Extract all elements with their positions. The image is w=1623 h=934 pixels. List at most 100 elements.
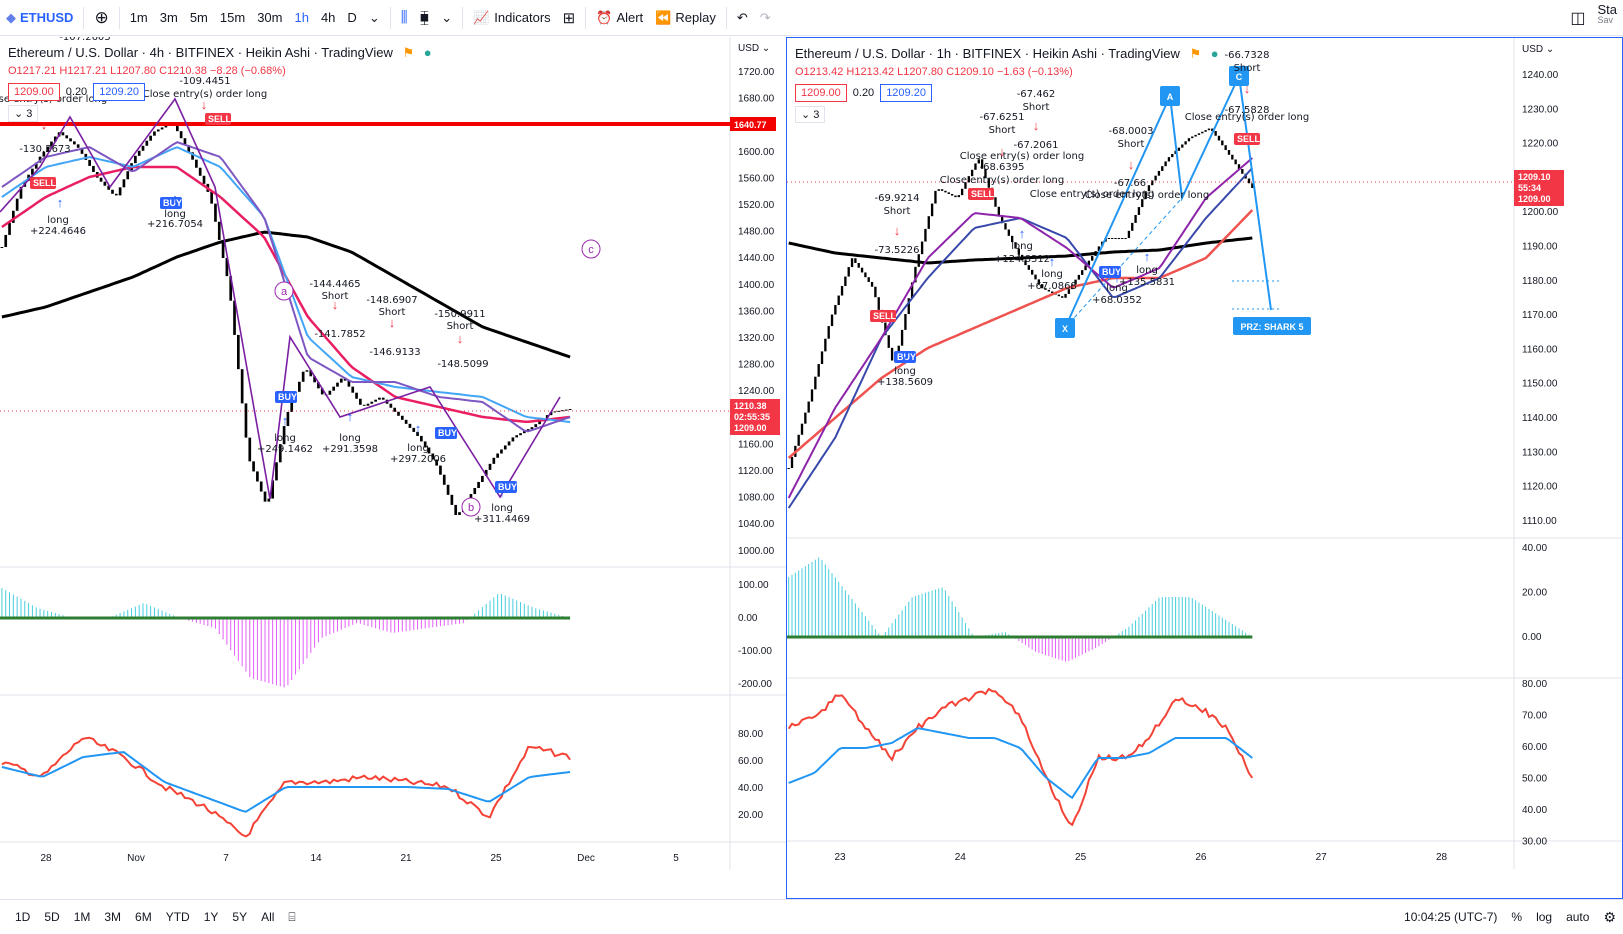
right-indicators-toggle[interactable]: ⌄ 3 [795,106,826,123]
candle-body [1221,140,1224,146]
clock-text[interactable]: 10:04:25 (UTC-7) [1404,910,1498,924]
candle-body [1121,238,1124,239]
interval-30m[interactable]: 30m [257,10,283,25]
flag-icon: ⚑ [1189,46,1202,61]
interval-dropdown-icon[interactable]: ⌄ [368,9,380,25]
candle-body [1161,166,1164,171]
signal-tag [1099,266,1121,278]
right-close: C1209.10 [946,66,994,78]
wave-label: b [468,502,474,514]
candle-body [1084,265,1087,271]
candle-body [564,409,568,411]
close-entry-label: Close entry(s) order long [1185,112,1309,123]
symbol-search[interactable]: ◆ ETHUSD [0,4,79,32]
buy-arrow-icon: ↑ [347,409,354,424]
signal-tag-label: BUY [278,392,297,402]
range-1y[interactable]: 1Y [203,910,219,924]
price-tick-label: 1120.00 [1522,482,1558,493]
redo-icon[interactable]: ↷ [759,9,771,25]
sell-arrow-icon: ↓ [1128,157,1135,172]
auto-toggle[interactable]: auto [1566,910,1590,924]
range-ytd[interactable]: YTD [165,910,190,924]
right-sell-button[interactable]: 1209.00 [795,84,847,102]
interval-15m[interactable]: 15m [219,10,246,25]
interval-3m[interactable]: 3m [159,10,178,25]
candle-body [1081,270,1084,275]
percent-toggle[interactable]: % [1511,910,1523,924]
time-tick-label: 25 [490,853,502,864]
range-1d[interactable]: 1D [15,910,31,924]
candle-body [164,125,168,128]
signal-tag-label: BUY [438,428,457,438]
left-buy-button[interactable]: 1209.20 [93,83,145,101]
range-5y[interactable]: 5Y [232,910,248,924]
log-toggle[interactable]: log [1536,910,1553,924]
right-open: O1213.42 [795,66,844,78]
candle-body [1201,131,1204,134]
interval-5m[interactable]: 5m [189,10,208,25]
range-3m[interactable]: 3M [104,910,122,924]
osc-tick-label: -200.00 [738,679,772,690]
sell-arrow-icon: ↓ [41,117,48,132]
left-open: O1217.21 [8,65,57,77]
interval-4h[interactable]: 4h [320,10,336,25]
candle-body [557,410,560,412]
trade-annotation: -68.6395 [980,162,1025,173]
candle-body [355,392,358,399]
candle-body [1251,183,1254,188]
interval-d[interactable]: D [347,10,357,25]
replay-button[interactable]: ⏪ Replay [649,4,722,32]
rsi-tick-label: 60.00 [1522,742,1547,753]
trade-annotation: -67.66 [1114,178,1146,189]
candle-body [1064,293,1067,298]
right-chart-pane[interactable]: Ethereum / U.S. Dollar · 1h · BITFINEX ·… [786,37,1623,899]
settings-gear-icon[interactable]: ⚙ [1603,908,1616,925]
compare-plus-icon[interactable]: ⊕ [94,7,109,27]
candle-body [210,191,213,204]
candle-body [790,456,794,468]
candle-body [884,322,887,336]
left-sell-button[interactable]: 1209.00 [8,83,60,101]
interval-1m[interactable]: 1m [129,10,148,25]
trade-annotation: -67.462 [1017,89,1056,100]
candle-body [404,419,408,424]
candle-body [408,423,412,428]
interval-1h[interactable]: 1h [294,10,309,25]
left-indicators-toggle[interactable]: ⌄ 3 [8,105,39,122]
candle-body [282,426,286,445]
date-range-icon[interactable]: ⌸ [288,909,296,924]
candle-body [1111,238,1114,239]
layout-grid-icon[interactable]: ⊞ [562,9,576,27]
undo-icon[interactable]: ↶ [736,9,748,25]
price-tick-label: 1560.00 [738,173,775,184]
candle-body [553,411,557,413]
indicators-button[interactable]: 📈 Indicators [467,4,557,32]
candle-body [488,463,492,470]
price-tick-label: 1220.00 [1522,139,1559,150]
layout-panel-icon[interactable]: ◫ [1570,9,1586,27]
candle-body [153,131,156,136]
candle-body [126,171,130,180]
range-6m[interactable]: 6M [135,910,152,924]
candle-body [263,491,267,502]
chart-type-dropdown-icon[interactable]: ⌄ [441,9,453,25]
right-buy-button[interactable]: 1209.20 [880,84,932,102]
candle-body [834,305,837,315]
range-all[interactable]: All [261,910,275,924]
trade-annotation: +67.0868 [1027,281,1077,292]
left-chart-pane[interactable]: Ethereum / U.S. Dollar · 4h · BITFINEX ·… [0,37,786,899]
candle-body [1017,248,1020,255]
price-tick-label: 1520.00 [738,200,775,211]
candle-body [92,165,95,172]
bar-style-icon[interactable]: ⫼ [400,9,408,26]
trade-annotation: +297.2006 [390,454,446,465]
candles-icon[interactable]: ⧯ [419,9,430,26]
range-1m[interactable]: 1M [73,910,91,924]
sell-arrow-icon: ↓ [201,97,208,112]
range-5d[interactable]: 5D [44,910,60,924]
price-tick-label: 1000.00 [738,546,775,557]
candle-body [317,382,320,389]
last-price-label: 1210.38 [734,401,767,411]
save-area[interactable]: Sta Sav [1591,3,1623,32]
alert-button[interactable]: ⏰ Alert [590,4,649,32]
